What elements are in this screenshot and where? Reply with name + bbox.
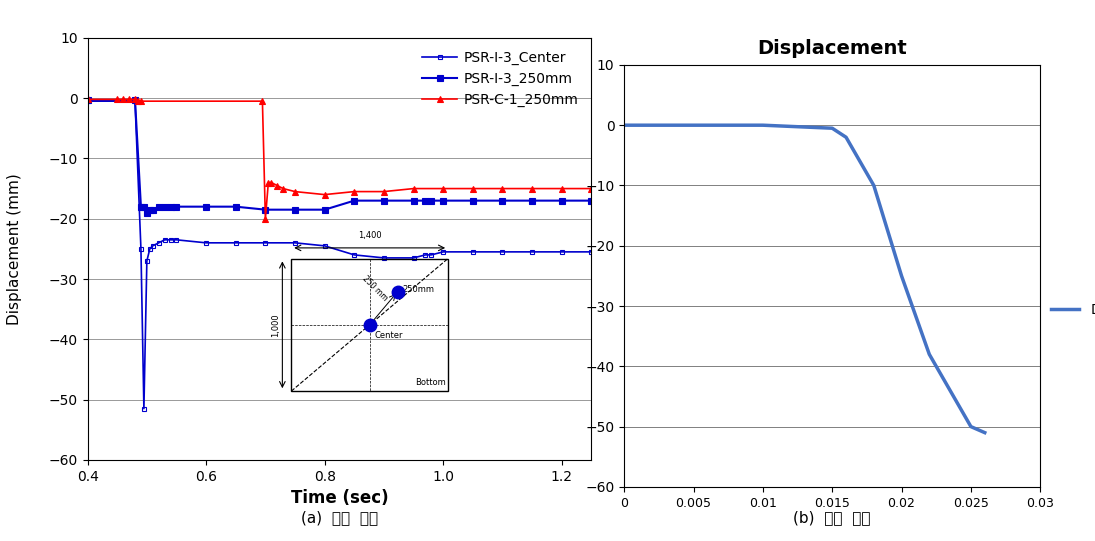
PSR-I-3_Center — [143, 246, 157, 252]
PSR-C-1_250mm — [135, 98, 148, 104]
PSR-I-3_Center — [318, 242, 331, 249]
PSR-C-1_250mm — [378, 188, 391, 195]
PSR-I-3_250mm — [135, 203, 148, 210]
Displacement — [978, 430, 991, 436]
Displacement — [895, 273, 908, 279]
PSR-I-3_Center — [229, 240, 242, 246]
Legend: Displacement: Displacement — [1046, 297, 1095, 322]
PSR-C-1_250mm — [526, 186, 539, 192]
PSR-I-3_250mm — [425, 197, 438, 204]
PSR-I-3_250mm — [526, 197, 539, 204]
PSR-I-3_Center — [81, 98, 94, 104]
Displacement — [618, 122, 631, 128]
PSR-I-3_250mm — [258, 207, 272, 213]
PSR-I-3_Center — [137, 405, 150, 412]
Displacement — [965, 424, 978, 430]
PSR-I-3_250mm — [418, 197, 431, 204]
PSR-I-3_Center — [348, 252, 361, 258]
Displacement — [923, 351, 936, 358]
Displacement — [867, 182, 880, 189]
PSR-C-1_250mm — [262, 179, 275, 186]
Y-axis label: Displacement (mm): Displacement (mm) — [8, 173, 22, 325]
PSR-I-3_250mm — [81, 97, 94, 103]
PSR-I-3_250mm — [229, 203, 242, 210]
PSR-I-3_250mm — [555, 197, 568, 204]
PSR-C-1_250mm — [270, 182, 284, 189]
Displacement — [840, 134, 853, 141]
Displacement — [826, 125, 839, 131]
PSR-C-1_250mm — [256, 98, 269, 104]
PSR-I-3_Center — [425, 252, 438, 258]
PSR-I-3_250mm — [152, 203, 165, 210]
PSR-I-3_Center — [128, 98, 141, 104]
PSR-C-1_250mm — [555, 186, 568, 192]
PSR-I-3_250mm — [137, 203, 150, 210]
PSR-I-3_Center — [378, 255, 391, 261]
PSR-I-3_250mm — [437, 197, 450, 204]
PSR-C-1_250mm — [466, 186, 480, 192]
PSR-I-3_Center — [135, 246, 148, 252]
PSR-C-1_250mm — [131, 98, 145, 104]
Displacement — [687, 122, 700, 128]
PSR-I-3_Center — [418, 252, 431, 258]
PSR-I-3_250mm — [378, 197, 391, 204]
PSR-C-1_250mm — [111, 96, 124, 103]
PSR-I-3_Center — [407, 255, 420, 261]
X-axis label: Time (sec): Time (sec) — [290, 489, 389, 507]
PSR-C-1_250mm — [437, 186, 450, 192]
Line: PSR-I-3_Center: PSR-I-3_Center — [85, 99, 593, 411]
PSR-C-1_250mm — [116, 96, 129, 103]
PSR-C-1_250mm — [265, 179, 278, 186]
Legend: PSR-I-3_Center, PSR-I-3_250mm, PSR-C-1_250mm: PSR-I-3_Center, PSR-I-3_250mm, PSR-C-1_2… — [417, 45, 585, 112]
PSR-I-3_Center — [140, 258, 153, 264]
PSR-I-3_Center — [170, 236, 183, 243]
PSR-I-3_Center — [466, 249, 480, 255]
PSR-I-3_Center — [437, 249, 450, 255]
PSR-C-1_250mm — [81, 96, 94, 103]
PSR-I-3_250mm — [407, 197, 420, 204]
PSR-I-3_Center — [288, 240, 301, 246]
PSR-I-3_250mm — [318, 207, 331, 213]
PSR-C-1_250mm — [128, 96, 141, 103]
PSR-I-3_Center — [526, 249, 539, 255]
PSR-I-3_250mm — [585, 197, 598, 204]
PSR-C-1_250mm — [123, 96, 136, 103]
PSR-I-3_250mm — [140, 209, 153, 216]
PSR-I-3_Center — [199, 240, 212, 246]
PSR-I-3_250mm — [164, 203, 177, 210]
PSR-C-1_250mm — [348, 188, 361, 195]
PSR-I-3_250mm — [143, 207, 157, 213]
PSR-I-3_Center — [585, 249, 598, 255]
PSR-I-3_250mm — [496, 197, 509, 204]
PSR-I-3_250mm — [147, 207, 160, 213]
PSR-I-3_Center — [147, 242, 160, 249]
Line: Displacement: Displacement — [624, 125, 984, 433]
PSR-I-3_250mm — [170, 203, 183, 210]
PSR-I-3_250mm — [128, 97, 141, 103]
PSR-C-1_250mm — [318, 192, 331, 198]
PSR-I-3_250mm — [288, 207, 301, 213]
PSR-I-3_Center — [258, 240, 272, 246]
PSR-C-1_250mm — [585, 186, 598, 192]
PSR-C-1_250mm — [258, 215, 272, 222]
PSR-I-3_250mm — [158, 203, 171, 210]
PSR-C-1_250mm — [496, 186, 509, 192]
Title: Displacement: Displacement — [758, 39, 907, 58]
PSR-I-3_Center — [158, 236, 171, 243]
Text: (b)  해석  결과: (b) 해석 결과 — [794, 510, 871, 525]
PSR-I-3_Center — [152, 240, 165, 246]
PSR-I-3_250mm — [348, 197, 361, 204]
PSR-I-3_250mm — [199, 203, 212, 210]
Text: (a)  실험  결과: (a) 실험 결과 — [301, 510, 378, 525]
Displacement — [757, 122, 770, 128]
Line: PSR-C-1_250mm: PSR-C-1_250mm — [84, 97, 595, 221]
PSR-C-1_250mm — [407, 186, 420, 192]
PSR-I-3_250mm — [466, 197, 480, 204]
PSR-I-3_Center — [164, 236, 177, 243]
PSR-I-3_Center — [496, 249, 509, 255]
Line: PSR-I-3_250mm: PSR-I-3_250mm — [84, 97, 595, 215]
PSR-C-1_250mm — [288, 188, 301, 195]
PSR-I-3_Center — [555, 249, 568, 255]
PSR-C-1_250mm — [277, 186, 290, 192]
